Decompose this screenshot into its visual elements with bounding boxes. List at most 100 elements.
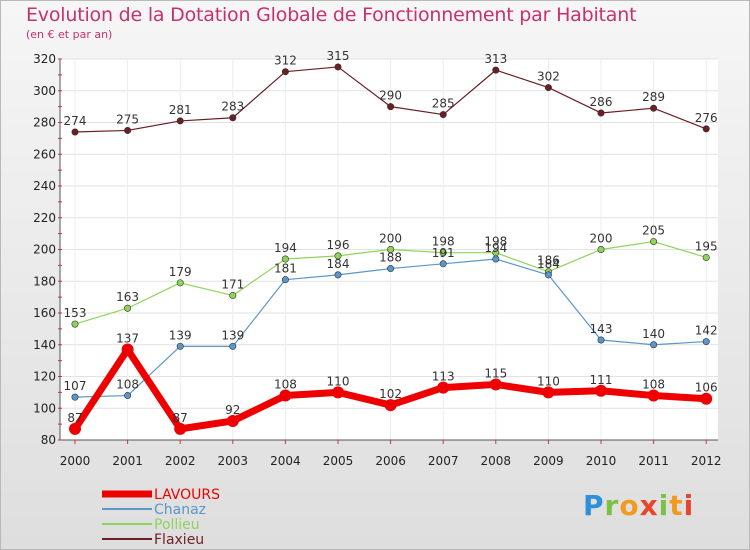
data-label-flaxieu: 315	[327, 49, 350, 63]
y-tick-label: 300	[33, 84, 56, 98]
data-point-flaxieu	[597, 109, 605, 117]
y-tick-label: 140	[33, 338, 56, 352]
logo-letter: P	[583, 489, 605, 522]
chart-subtitle: (en € et par an)	[26, 28, 113, 41]
data-label-lavours: 110	[537, 374, 560, 388]
data-label-lavours: 87	[173, 411, 188, 425]
data-label-chanaz: 143	[590, 322, 613, 336]
data-point-chanaz	[387, 265, 395, 273]
data-point-pollieu	[71, 320, 79, 328]
proxiti-logo: Proxiti	[583, 489, 694, 522]
data-label-flaxieu: 283	[221, 100, 244, 114]
x-tick-label: 2000	[60, 454, 91, 468]
data-label-lavours: 108	[274, 378, 297, 392]
data-label-chanaz: 191	[432, 246, 455, 260]
data-point-flaxieu	[387, 103, 395, 111]
data-label-flaxieu: 302	[537, 70, 560, 84]
data-point-chanaz	[229, 342, 237, 350]
y-tick-label: 120	[33, 370, 56, 384]
data-label-lavours: 111	[590, 373, 613, 387]
data-label-flaxieu: 312	[274, 54, 297, 68]
data-label-chanaz: 139	[169, 328, 192, 342]
data-point-flaxieu	[229, 114, 237, 122]
data-point-flaxieu	[439, 111, 447, 119]
data-label-pollieu: 195	[695, 239, 718, 253]
data-point-pollieu	[334, 252, 342, 260]
tick-labels: 80 100 120 140 160 180 200 220 240 260 280 300 320 20…	[33, 52, 721, 468]
logo-letter: i	[683, 489, 695, 522]
data-point-lavours	[279, 389, 292, 402]
data-label-pollieu: 163	[116, 290, 139, 304]
data-label-flaxieu: 281	[169, 103, 192, 117]
data-label-flaxieu: 313	[484, 52, 507, 66]
data-point-flaxieu	[334, 63, 342, 71]
data-point-pollieu	[229, 292, 237, 300]
data-label-lavours: 92	[225, 403, 240, 417]
data-point-flaxieu	[281, 68, 289, 76]
data-label-flaxieu: 275	[116, 112, 139, 126]
x-tick-label: 2005	[323, 454, 354, 468]
logo-letter: i	[658, 489, 670, 522]
data-point-lavours	[121, 343, 134, 356]
data-label-chanaz: 188	[379, 251, 402, 265]
data-label-chanaz: 142	[695, 324, 718, 338]
data-label-lavours: 137	[116, 332, 139, 346]
data-label-lavours: 102	[379, 387, 402, 401]
data-point-chanaz	[597, 336, 605, 344]
data-point-lavours	[700, 392, 713, 405]
data-label-chanaz: 194	[484, 241, 507, 255]
x-tick-label: 2008	[481, 454, 512, 468]
x-tick-label: 2002	[165, 454, 196, 468]
logo-letter: o	[619, 489, 640, 522]
data-label-chanaz: 184	[537, 257, 560, 271]
data-point-chanaz	[544, 271, 552, 279]
data-point-pollieu	[702, 253, 710, 261]
y-tick-label: 240	[33, 179, 56, 193]
data-label-pollieu: 194	[274, 241, 297, 255]
data-label-pollieu: 200	[379, 232, 402, 246]
data-point-chanaz	[71, 393, 79, 401]
logo-letter: r	[604, 489, 620, 522]
data-point-flaxieu	[492, 66, 500, 74]
y-tick-label: 160	[33, 306, 56, 320]
data-label-lavours: 115	[484, 366, 507, 380]
data-label-pollieu: 205	[642, 224, 665, 238]
data-point-pollieu	[176, 279, 184, 287]
data-point-lavours	[437, 381, 450, 394]
data-point-flaxieu	[702, 125, 710, 133]
data-point-chanaz	[492, 255, 500, 263]
x-tick-label: 2009	[533, 454, 564, 468]
data-point-lavours	[226, 414, 239, 427]
data-point-chanaz	[334, 271, 342, 279]
y-tick-label: 220	[33, 211, 56, 225]
axes	[58, 58, 718, 444]
legend-label-lavours: LAVOURS	[154, 487, 220, 503]
data-label-pollieu: 171	[221, 278, 244, 292]
series-lines	[69, 63, 713, 435]
data-label-pollieu: 153	[64, 306, 87, 320]
data-point-flaxieu	[650, 104, 658, 112]
data-label-flaxieu: 274	[64, 114, 87, 128]
data-label-lavours: 87	[67, 411, 82, 425]
data-label-chanaz: 140	[642, 327, 665, 341]
data-point-chanaz	[124, 392, 132, 400]
data-label-pollieu: 198	[432, 235, 455, 249]
logo-letter: t	[669, 489, 684, 522]
data-label-flaxieu: 286	[590, 95, 613, 109]
data-point-chanaz	[650, 341, 658, 349]
data-point-chanaz	[281, 276, 289, 284]
data-point-pollieu	[650, 238, 658, 246]
data-label-pollieu: 186	[537, 254, 560, 268]
data-point-lavours	[384, 399, 397, 412]
x-tick-label: 2007	[428, 454, 459, 468]
data-point-chanaz	[702, 338, 710, 346]
y-tick-label: 280	[33, 116, 56, 130]
data-point-lavours	[69, 422, 81, 435]
y-tick-label: 80	[41, 433, 56, 447]
x-tick-label: 2006	[375, 454, 406, 468]
chart-title: Evolution de la Dotation Globale de Fonc…	[26, 4, 637, 26]
data-label-chanaz: 184	[327, 257, 350, 271]
x-tick-label: 2010	[586, 454, 617, 468]
x-tick-label: 2001	[112, 454, 143, 468]
